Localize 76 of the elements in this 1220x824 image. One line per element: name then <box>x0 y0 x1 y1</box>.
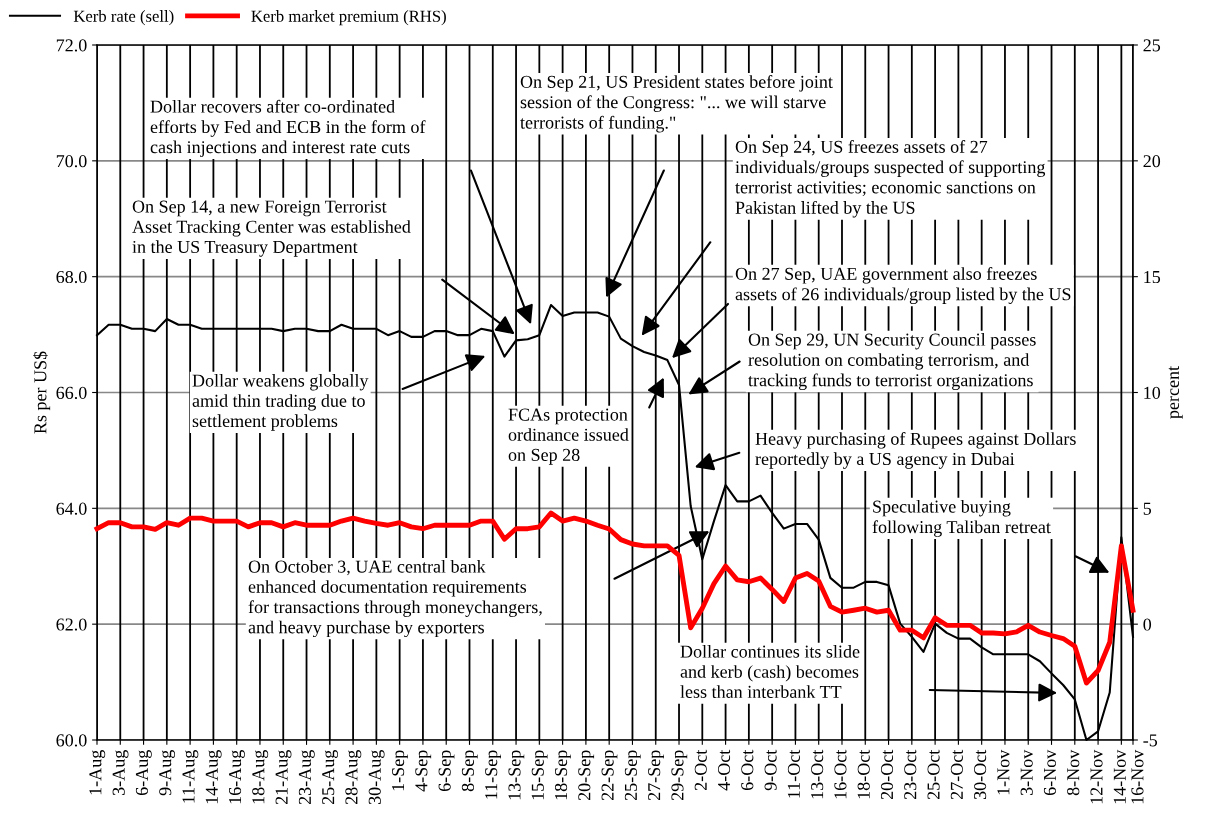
x-tick-label: 16-Nov <box>1131 749 1144 804</box>
x-tick-label: 6-Oct <box>741 749 754 791</box>
x-tick-label: 25-Oct <box>927 749 940 800</box>
x-tick-label: 30-Aug <box>368 750 385 805</box>
x-tick-label: 25-Sep <box>624 750 641 801</box>
x-tick-label: 29-Sep <box>671 750 688 801</box>
annotation: Heavy purchasing of Rupees against Dollars reportedly by a US agency in Dubai <box>755 432 1076 469</box>
y2-tick-label: -5 <box>1143 734 1158 747</box>
x-tick-label: 4-Oct <box>717 749 731 791</box>
y2-tick-label: 15 <box>1144 271 1161 284</box>
x-tick-label: 23-Oct <box>904 749 917 800</box>
x-tick-label: 14-Nov <box>1113 749 1126 804</box>
annotation: Speculative buying following Taliban retreat <box>872 500 1051 537</box>
x-tick-label: 11-Aug <box>182 750 199 803</box>
x-tick-label: 23-Aug <box>298 750 315 805</box>
x-tick-label: 20-Oct <box>880 749 894 800</box>
annotation: FCAs protection ordinance issued on Sep 28 <box>508 408 629 465</box>
annotation: On Sep 21, US President states before joint session of the Congress: "... we will starve terrorists of funding." <box>520 75 833 133</box>
x-tick-label: 22-Sep <box>601 750 618 801</box>
x-tick-label: 18-Sep <box>554 750 571 800</box>
y2-axis-title: percent <box>1168 366 1183 419</box>
x-tick-label: 1-Nov <box>997 749 1010 795</box>
x-tick-label: 11-Sep <box>485 750 501 799</box>
annotation: On October 3, UAE central bank enhanced documentation requirements for transactions through moneychangers, and heavy purchase by exporters <box>248 560 542 638</box>
y-tick-label: 66.0 <box>56 386 87 400</box>
x-tick-label: 8-Nov <box>1067 749 1080 796</box>
x-tick-label: 20-Sep <box>578 750 595 801</box>
x-tick-label: 13-Oct <box>811 749 824 799</box>
y-tick-label: 60.0 <box>56 734 87 747</box>
x-tick-label: 16-Aug <box>229 750 245 804</box>
y-tick-label: 68.0 <box>56 270 87 284</box>
y-tick-label: 72.0 <box>56 39 87 52</box>
x-tick-label: 3-Aug <box>112 750 129 795</box>
legend-label: Kerb market premium (RHS) <box>251 10 446 26</box>
y-tick-label: 70.0 <box>56 155 87 168</box>
x-tick-label: 18-Oct <box>857 749 870 799</box>
x-tick-label: 25-Aug <box>322 750 338 805</box>
x-tick-label: 6-Nov <box>1043 749 1057 796</box>
x-tick-label: 2-Oct <box>694 749 707 791</box>
annotation: Dollar weakens globally amid thin trading due to settlement problems <box>192 374 369 431</box>
x-tick-label: 1-Aug <box>89 750 106 795</box>
x-tick-label: 6-Sep <box>438 750 455 792</box>
annotation: On Sep 24, US freezes assets of 27 individuals/groups suspected of supporting terrorist activities; economic sanctions on Pakistan lifted by the US <box>735 140 1046 218</box>
x-tick-label: 15-Sep <box>531 750 548 800</box>
legend-label: Kerb rate (sell) <box>73 10 174 26</box>
annotation: On 27 Sep, UAE government also freezes assets of 26 individuals/group listed by the US <box>735 267 1071 305</box>
x-tick-label: 27-Sep <box>648 750 664 801</box>
y2-tick-label: 0 <box>1143 618 1152 631</box>
annotation: Dollar continues its slide and kerb (cash) becomes less than interbank TT <box>680 645 860 698</box>
x-tick-label: 28-Aug <box>345 750 362 805</box>
x-tick-label: 18-Aug <box>252 750 269 804</box>
y2-tick-label: 20 <box>1143 155 1161 168</box>
y2-tick-label: 5 <box>1143 502 1152 515</box>
x-tick-label: 27-Oct <box>950 749 963 800</box>
annotation: On Sep 29, UN Security Council passes resolution on combating terrorism, and tracking funds to terrorist organizations <box>748 333 1036 391</box>
x-tick-label: 11-Oct <box>787 749 800 798</box>
annotation: On Sep 14, a new Foreign Terrorist Asset Tracking Center was established in the US Treasury Department <box>132 200 411 257</box>
x-tick-label: 3-Nov <box>1020 749 1033 795</box>
x-tick-label: 21-Aug <box>275 750 292 805</box>
x-tick-label: 6-Aug <box>135 750 152 796</box>
x-tick-label: 8-Sep <box>461 750 478 792</box>
x-tick-label: 4-Sep <box>415 750 432 792</box>
y2-tick-label: 25 <box>1143 39 1161 52</box>
x-tick-label: 9-Aug <box>159 750 176 796</box>
x-tick-label: 9-Oct <box>764 749 777 791</box>
annotation: Dollar recovers after co-ordinated efforts by Fed and ECB in the form of cash injections and interest rate cuts <box>150 99 426 157</box>
x-tick-label: 16-Oct <box>834 749 847 799</box>
x-tick-label: 14-Aug <box>205 750 222 804</box>
y-tick-label: 62.0 <box>56 618 87 631</box>
y2-tick-label: 10 <box>1144 386 1161 399</box>
x-tick-label: 13-Sep <box>508 750 525 800</box>
y-tick-label: 64.0 <box>56 502 87 515</box>
x-tick-label: 1-Sep <box>392 750 408 791</box>
x-tick-label: 30-Oct <box>974 749 987 799</box>
y-axis-title: Rs per US$ <box>33 351 51 434</box>
x-tick-label: 12-Nov <box>1090 749 1103 804</box>
